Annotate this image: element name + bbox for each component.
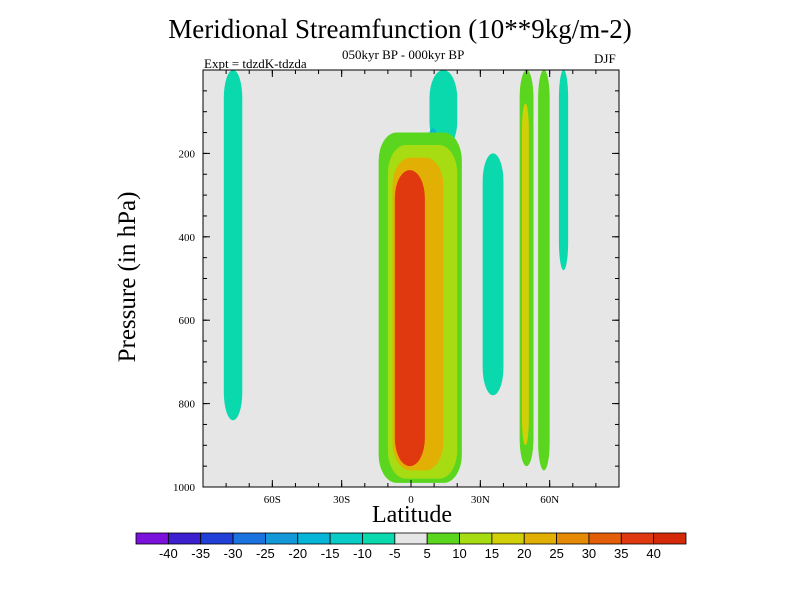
contour-region-11: [521, 103, 529, 446]
colorbar-swatch: [135, 532, 169, 545]
plot-area: [203, 70, 619, 487]
colorbar-label: -20: [288, 546, 307, 561]
colorbar-label: 30: [582, 546, 596, 561]
colorbar-label: 10: [452, 546, 466, 561]
experiment-label: Expt = tdzdK-tdzda: [204, 56, 307, 71]
y-tick-label: 200: [179, 148, 196, 160]
colorbar-label: 35: [614, 546, 628, 561]
contour-region-3: [482, 153, 504, 396]
colorbar-label: -10: [353, 546, 372, 561]
colorbar-label: 25: [549, 546, 563, 561]
axes: 60S 30S 0 30N 60N 200 400 600 800 1000: [173, 69, 620, 506]
colorbar-swatch: [297, 532, 331, 545]
colorbar-swatch: [362, 532, 396, 545]
y-tick-label: 400: [179, 232, 196, 244]
contour-region-1: [429, 70, 458, 150]
colorbar-swatch: [459, 532, 493, 545]
x-tick-label: 30S: [333, 494, 350, 506]
colorbar-swatch: [265, 532, 299, 545]
contour-region-4: [558, 70, 569, 271]
colorbar-label: 15: [485, 546, 499, 561]
x-tick-label: 0: [408, 494, 414, 506]
x-tick-label: 60N: [540, 494, 559, 506]
colorbar-swatch: [556, 532, 590, 545]
contour-region-8: [394, 170, 425, 467]
colorbar-swatch: [620, 532, 655, 545]
colorbar-label: 5: [424, 546, 431, 561]
colorbar-label: -40: [159, 546, 178, 561]
colorbar-label: 40: [646, 546, 660, 561]
colorbar-swatch: [394, 532, 428, 545]
colorbar-label: -35: [191, 546, 210, 561]
colorbar-swatch: [200, 532, 234, 545]
season-label: DJF: [594, 51, 616, 66]
colorbar-label: -5: [389, 546, 401, 561]
colorbar-label: -30: [224, 546, 243, 561]
x-tick-label: 60S: [264, 494, 281, 506]
colorbar-label: 20: [517, 546, 531, 561]
contour-region-0: [223, 70, 243, 421]
colorbar-label: -15: [321, 546, 340, 561]
colorbar-swatch: [653, 532, 687, 545]
colorbar-swatch: [329, 532, 363, 545]
chart-title: Meridional Streamfunction (10**9kg/m-2): [168, 14, 632, 44]
y-tick-label: 1000: [173, 482, 196, 494]
y-tick-label: 600: [179, 315, 196, 327]
colorbar-swatch: [426, 532, 460, 545]
y-tick-label: 800: [179, 399, 196, 411]
x-tick-label: 30N: [471, 494, 490, 506]
colorbar-swatch: [491, 532, 525, 545]
colorbar-swatch: [523, 532, 557, 545]
colorbar-swatch: [167, 532, 202, 545]
x-axis-label: Latitude: [372, 502, 452, 528]
colorbar-label: -25: [256, 546, 275, 561]
colorbar: -40 -35 -30 -25 -20 -15 -10 -5 5 10 15 20 25 30 35 40: [135, 532, 687, 561]
chart-subtitle: 050kyr BP - 000kyr BP: [342, 47, 465, 62]
colorbar-swatch: [232, 532, 266, 545]
colorbar-swatch: [588, 532, 622, 545]
contour-region-10: [538, 70, 550, 471]
